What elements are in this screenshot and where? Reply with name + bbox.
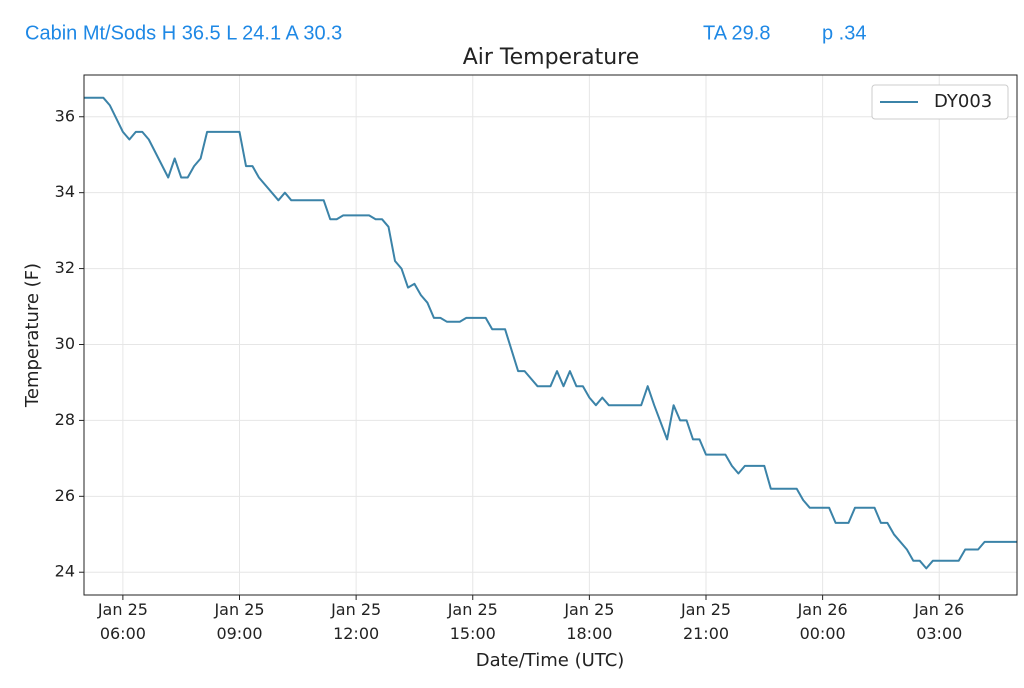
y-tick-label: 24 (55, 562, 75, 581)
legend: DY003 (871, 84, 1009, 120)
x-tick-label: Jan 25 12:00 (330, 600, 381, 643)
x-tick-label: Jan 25 21:00 (680, 600, 731, 643)
y-tick-label: 34 (55, 182, 75, 201)
y-tick-label: 32 (55, 258, 75, 277)
x-tick-label: Jan 25 09:00 (213, 600, 264, 643)
ta-value: TA 29.8 (703, 22, 770, 44)
x-tick-label: Jan 26 03:00 (913, 600, 964, 643)
legend-box (871, 84, 1009, 120)
y-tick-label: 28 (55, 410, 75, 429)
x-tick-label: Jan 25 15:00 (447, 600, 498, 643)
y-axis-label: Temperature (F) (22, 263, 43, 408)
plot-frame (83, 74, 1018, 596)
x-axis-label: Date/Time (UTC) (476, 650, 625, 671)
y-tick-label: 36 (55, 106, 75, 125)
x-tick-label: Jan 25 18:00 (563, 600, 614, 643)
x-tick-label: Jan 26 00:00 (797, 600, 848, 643)
y-tick-label: 26 (55, 486, 75, 505)
p-value: p .34 (822, 22, 866, 44)
x-tick-label: Jan 25 06:00 (97, 600, 148, 643)
chart-title: Air Temperature (463, 45, 640, 70)
data-line (84, 96, 1017, 570)
legend-label: DY003 (934, 91, 992, 112)
station-summary: Cabin Mt/Sods H 36.5 L 24.1 A 30.3 (25, 22, 342, 44)
y-tick-label: 30 (55, 334, 75, 353)
